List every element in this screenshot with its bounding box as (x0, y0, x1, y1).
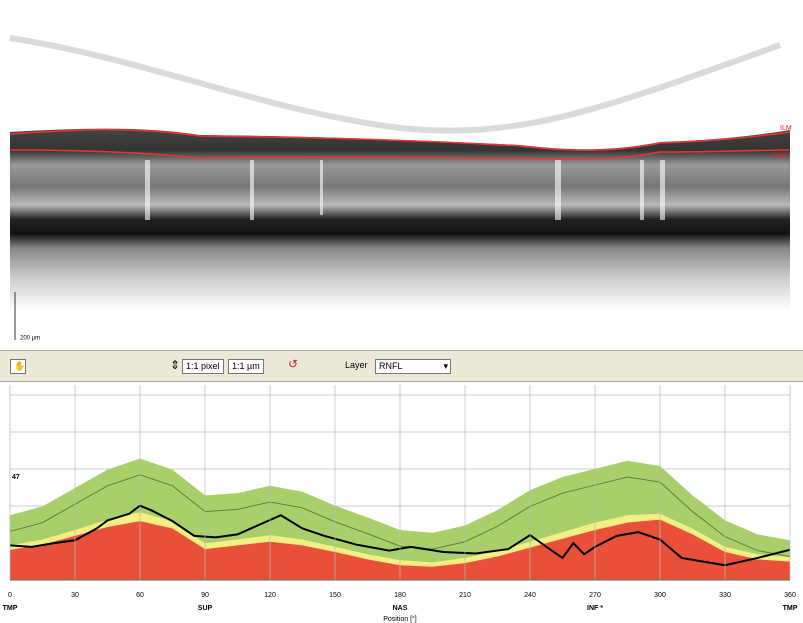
rnfl-label: RNFL (772, 153, 790, 160)
x-tick-label: 240 (524, 592, 536, 599)
sector-label: TMP (3, 605, 18, 612)
x-tick-label: 150 (329, 592, 341, 599)
reset-icon[interactable]: ↺ (288, 357, 298, 371)
layer-label: Layer (345, 360, 368, 370)
x-axis-label: Position [°] (383, 615, 417, 623)
vitreous (10, 38, 780, 131)
layer-value: RNFL (379, 361, 403, 371)
retina (10, 129, 790, 310)
x-tick-label: 180 (394, 592, 406, 599)
x-tick-label: 30 (71, 592, 79, 599)
oct-scan: ILM RNFL 200 µm (0, 0, 803, 350)
x-tick-label: 330 (719, 592, 731, 599)
annotation: 47 (12, 474, 20, 481)
x-tick-label: 360 (784, 592, 796, 599)
hand-tool[interactable]: ✋ (10, 359, 26, 374)
x-tick-label: 300 (654, 592, 666, 599)
thickness-chart: 0 30 60 90 120 150 180 210 240 270 300 330 360 TMP SUP… (0, 380, 803, 623)
sector-label: NAS (393, 605, 408, 612)
zoom-icon: ⇕ (170, 358, 180, 372)
x-tick-label: 210 (459, 592, 471, 599)
x-tick-label: 270 (589, 592, 601, 599)
sector-label: SUP (198, 605, 213, 612)
x-tick-label: 90 (201, 592, 209, 599)
sector-label: TMP (783, 605, 798, 612)
layer-select[interactable]: RNFL▾ (375, 359, 451, 374)
scale-label: 200 µm (20, 336, 40, 342)
toolbar: ✋ ⇕ 1:1 pixel 1:1 µm ↺ Layer RNFL▾ (0, 350, 803, 382)
screen: ILM RNFL 200 µm ✋ ⇕ 1:1 pixel 1:1 µm ↺ L… (0, 0, 803, 623)
zoom-um[interactable]: 1:1 µm (228, 359, 264, 374)
x-tick-label: 0 (8, 592, 12, 599)
ilm-label: ILM (780, 125, 792, 132)
x-tick-label: 120 (264, 592, 276, 599)
sector-label: INF * (587, 605, 603, 612)
zoom-pixel[interactable]: 1:1 pixel (182, 359, 224, 374)
x-tick-label: 60 (136, 592, 144, 599)
